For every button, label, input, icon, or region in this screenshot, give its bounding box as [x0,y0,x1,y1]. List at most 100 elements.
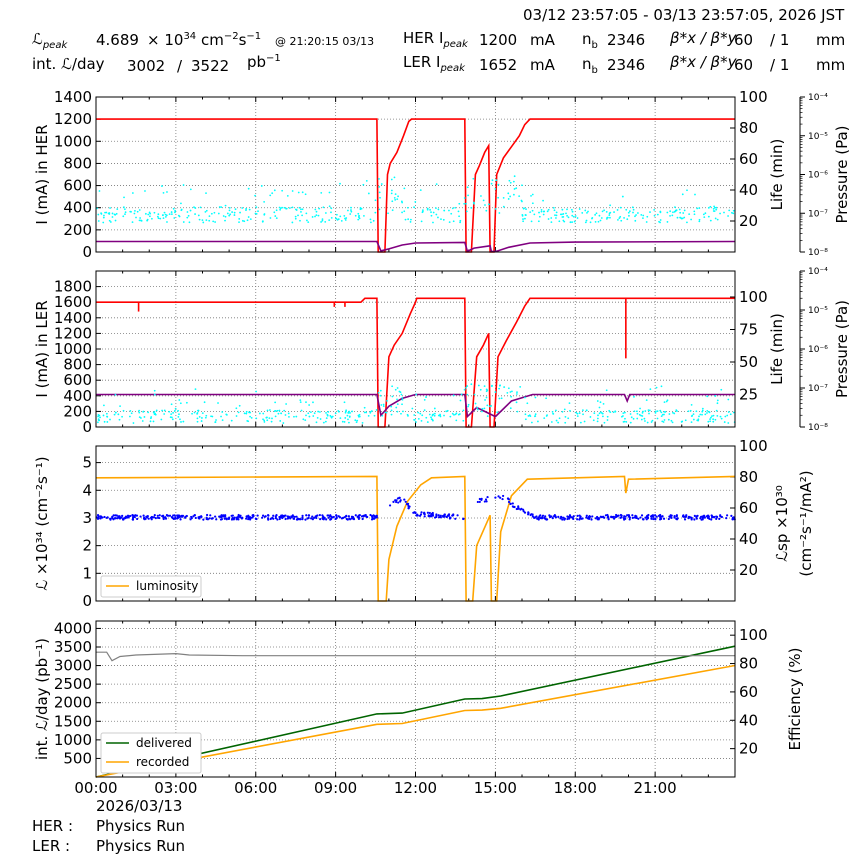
panel-3-specific-point [486,495,489,499]
panel-3-specific-point [171,517,175,520]
panel-2-pressure-point [654,411,657,414]
panel-3-specific-point [281,516,284,520]
panel-2-pressure-point [534,396,537,399]
panel-3-specific-point [369,513,372,517]
panel-3-specific-point [726,514,729,517]
panel-2-pressure-point [483,385,486,388]
panel-1-pressure-point [349,213,352,215]
panel-3-specific-point [637,517,640,520]
panel-3-y2tick-label: 20 [739,561,758,579]
panel-2-pressure-point [476,408,479,411]
panel-2-pressure-point [689,409,692,412]
panel-1-pressure-point [600,217,603,219]
panel-1-pressure-point [565,212,567,215]
panel-2-pressure-point [507,387,510,390]
panel-2-pressure-point [467,403,470,406]
panel-2-pressure-point [649,388,652,391]
panel-1-pressure-point [465,202,467,205]
panel-1-pressure-point [114,219,117,222]
panel-1-current-line [96,118,735,253]
panel-2-pressure-point [279,420,282,422]
panel-2-pressure-point [498,387,501,390]
panel-2-pressure-point [622,412,625,415]
panel-1-pressure-point [239,211,241,214]
panel-2-pressure-point [638,413,641,416]
panel-1-pressure-point [136,210,139,213]
panel-2-pressure-point [576,412,579,415]
panel-2-pressure-point [153,393,156,396]
panel-1-y3label: Pressure (Pa) [833,125,851,223]
panel-1-pressure-point [234,208,237,211]
panel-3-specific-point [121,514,124,517]
panel-3-specific-point [509,502,512,506]
panel-2-pressure-point [288,416,290,418]
panel-2-pressure-point [373,414,376,417]
panel-3-specific-point [617,514,620,517]
panel-3-specific-point [230,514,233,517]
panel-1-pressure-point [163,211,166,214]
panel-3-specific-point [373,517,376,520]
panel-2-pressure-point [660,385,663,388]
panel-2-pressure-point [609,411,612,414]
panel-2-pressure-point [430,418,433,421]
panel-2-pressure-point [369,410,372,413]
panel-3-specific-point [624,517,627,520]
panel-1-pressure-point [123,208,126,211]
panel-1-pressure-point [540,210,543,213]
panel-3-specific-point [730,514,733,517]
panel-1-pressure-point [683,216,686,219]
panel-2-pressure-point [201,412,204,415]
panel-3-specific-point [435,513,438,516]
panel-2-pressure-point [140,417,142,419]
panel-3-specific-point [551,517,554,520]
panel-2-pressure-point [655,386,658,389]
ler-peak-unit: mA [530,56,555,74]
panel-1-pressure-point [669,210,672,213]
panel-2-pressure-point [119,405,121,408]
panel-2-pressure-point [498,397,501,400]
panel-2-pressure-point [726,414,729,417]
panel-2-pressure-point [343,421,346,423]
panel-3-specific-point [483,500,486,503]
panel-3-specific-point [147,517,150,520]
panel-2-pressure-point [400,412,402,415]
panel-3-specific-point [278,515,281,519]
panel-3-y2tick-label: 40 [739,530,758,548]
panel-3-specific-point [442,515,445,518]
panel-2-pressure-point [138,409,141,412]
panel-1-pressure-point [263,200,266,203]
panel-1-pressure-point [168,213,171,216]
panel-1-pressure-point [189,188,192,191]
panel-1-pressure-point [694,193,696,196]
panel-3-specific-point [156,514,159,517]
panel-2-pressure-point [379,394,382,397]
panel-2-pressure-point [598,406,601,409]
panel-3-specific-point [715,515,719,518]
panel-3-specific-point [245,517,248,520]
panel-2-pressure-point [474,402,477,405]
her-peak-label: HER Ipeak [403,29,468,50]
panel-2-pressure-point [407,414,409,417]
panel-2-pressure-point [280,412,283,415]
panel-2-pressure-point [506,391,509,394]
panel-1-pressure-point [454,206,457,209]
panel-3-specific-point [143,518,146,521]
panel-3-specific-point [295,515,298,518]
panel-1-pressure-point [403,210,406,213]
panel-2-pressure-point [357,415,360,418]
panel-1-pressure-point [261,220,264,223]
panel-3-specific-point [363,514,366,517]
panel-2-pressure-point [511,390,513,393]
panel-2-pressure-point [431,419,434,422]
panel-3-specific-point [247,514,250,517]
panel-1-pressure-point [370,221,372,224]
panel-1-pressure-point [198,218,201,221]
panel-1-pressure-point [595,212,598,215]
panel-3-specific-point [631,514,634,517]
panel-2-pressure-point [220,415,222,418]
panel-1-pressure-point [172,207,175,210]
panel-1-pressure-point [199,206,202,209]
panel-1-pressure-point [255,212,258,215]
panel-2-pressure-point [660,415,663,418]
panel-1-pressure-point [442,218,445,221]
